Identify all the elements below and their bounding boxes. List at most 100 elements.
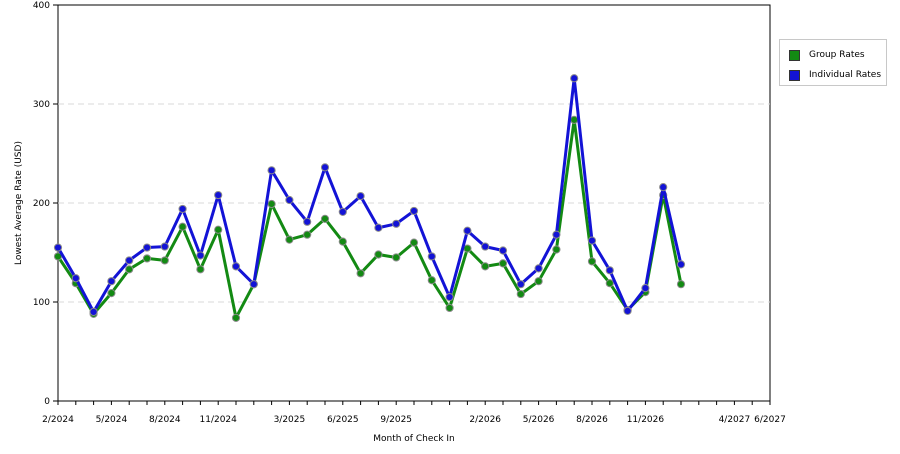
data-point-group-rates[interactable] bbox=[534, 277, 543, 286]
data-point-group-rates[interactable] bbox=[605, 279, 614, 288]
x-tick-label: 4/2027 bbox=[719, 415, 751, 425]
y-tick-label: 0 bbox=[44, 397, 50, 407]
data-point-group-rates[interactable] bbox=[374, 250, 383, 259]
data-point-group-rates[interactable] bbox=[427, 276, 436, 285]
legend-item-individual-rates: Individual Rates bbox=[789, 68, 881, 82]
y-axis-ticks: 0 100 200 300 400 bbox=[33, 1, 58, 407]
legend: Group Rates Individual Rates bbox=[779, 39, 887, 86]
data-point-group-rates[interactable] bbox=[320, 214, 330, 223]
data-point-individual-rates[interactable] bbox=[445, 292, 454, 302]
data-point-group-rates[interactable] bbox=[160, 256, 169, 265]
data-point-group-rates[interactable] bbox=[463, 244, 472, 253]
data-point-group-rates[interactable] bbox=[676, 280, 686, 289]
data-point-group-rates[interactable] bbox=[214, 225, 223, 234]
data-point-group-rates[interactable] bbox=[125, 265, 134, 274]
x-tick-label: 6/2025 bbox=[327, 415, 359, 425]
data-point-group-rates[interactable] bbox=[196, 265, 205, 274]
data-point-group-rates[interactable] bbox=[445, 303, 454, 313]
x-tick-label: 8/2024 bbox=[149, 415, 181, 425]
x-tick-label: 8/2026 bbox=[576, 415, 608, 425]
data-point-individual-rates[interactable] bbox=[498, 246, 508, 255]
series-individual-rates bbox=[53, 74, 686, 316]
data-point-individual-rates[interactable] bbox=[71, 274, 80, 283]
data-point-individual-rates[interactable] bbox=[356, 191, 365, 201]
x-tick-label: 11/2024 bbox=[200, 415, 238, 425]
data-point-group-rates[interactable] bbox=[303, 230, 312, 239]
data-point-individual-rates[interactable] bbox=[125, 256, 134, 265]
x-tick-label: 9/2025 bbox=[380, 415, 412, 425]
data-point-individual-rates[interactable] bbox=[53, 243, 63, 252]
x-tick-label: 5/2026 bbox=[523, 415, 555, 425]
data-point-individual-rates[interactable] bbox=[676, 260, 686, 269]
data-point-group-rates[interactable] bbox=[516, 289, 525, 299]
data-point-individual-rates[interactable] bbox=[178, 204, 187, 214]
data-point-group-rates[interactable] bbox=[587, 257, 597, 266]
gridlines bbox=[58, 103, 770, 303]
x-axis-title: Month of Check In bbox=[373, 434, 455, 444]
legend-swatch-individual-rates bbox=[789, 69, 800, 81]
data-point-individual-rates[interactable] bbox=[338, 207, 347, 217]
data-point-individual-rates[interactable] bbox=[89, 307, 98, 316]
data-point-group-rates[interactable] bbox=[178, 222, 187, 231]
data-point-group-rates[interactable] bbox=[570, 115, 579, 124]
data-point-individual-rates[interactable] bbox=[409, 206, 419, 216]
data-point-individual-rates[interactable] bbox=[534, 264, 543, 273]
data-point-individual-rates[interactable] bbox=[552, 230, 561, 239]
legend-label-group-rates: Group Rates bbox=[809, 50, 865, 60]
data-point-individual-rates[interactable] bbox=[641, 284, 650, 293]
data-point-individual-rates[interactable] bbox=[249, 280, 258, 289]
data-point-group-rates[interactable] bbox=[552, 245, 561, 254]
data-point-individual-rates[interactable] bbox=[427, 252, 436, 261]
data-point-individual-rates[interactable] bbox=[196, 251, 205, 260]
data-point-individual-rates[interactable] bbox=[320, 163, 330, 172]
data-point-individual-rates[interactable] bbox=[285, 195, 294, 205]
data-point-individual-rates[interactable] bbox=[587, 236, 597, 245]
data-point-individual-rates[interactable] bbox=[374, 223, 383, 232]
y-tick-label: 200 bbox=[33, 199, 50, 209]
legend-swatch-group-rates bbox=[789, 49, 800, 61]
series-layer bbox=[53, 74, 686, 322]
data-point-group-rates[interactable] bbox=[409, 238, 419, 247]
legend-label-individual-rates: Individual Rates bbox=[809, 70, 882, 80]
data-point-group-rates[interactable] bbox=[356, 269, 365, 278]
data-point-individual-rates[interactable] bbox=[623, 306, 632, 316]
data-point-individual-rates[interactable] bbox=[160, 242, 169, 251]
series-group-rates bbox=[53, 115, 686, 322]
x-axis-ticks: 2/2024 5/2024 8/2024 11/2024 3/2025 6/2025 9/2… bbox=[42, 401, 786, 425]
data-point-individual-rates[interactable] bbox=[605, 266, 614, 275]
data-point-individual-rates[interactable] bbox=[481, 242, 490, 251]
x-tick-label: 2/2026 bbox=[469, 415, 501, 425]
data-point-individual-rates[interactable] bbox=[570, 74, 579, 83]
x-tick-label: 3/2025 bbox=[274, 415, 306, 425]
x-tick-label: 2/2024 bbox=[42, 415, 74, 425]
y-axis-title: Lowest Average Rate (USD) bbox=[14, 141, 24, 265]
data-point-individual-rates[interactable] bbox=[214, 190, 223, 200]
data-point-group-rates[interactable] bbox=[107, 288, 116, 298]
y-tick-label: 300 bbox=[33, 100, 50, 110]
data-point-individual-rates[interactable] bbox=[142, 243, 152, 252]
data-point-individual-rates[interactable] bbox=[267, 166, 276, 175]
data-point-group-rates[interactable] bbox=[267, 199, 276, 209]
data-point-individual-rates[interactable] bbox=[107, 277, 116, 286]
x-tick-label: 11/2026 bbox=[627, 415, 665, 425]
legend-item-group-rates: Group Rates bbox=[789, 48, 865, 62]
x-tick-label: 5/2024 bbox=[96, 415, 128, 425]
data-point-group-rates[interactable] bbox=[392, 253, 401, 262]
data-point-individual-rates[interactable] bbox=[392, 219, 401, 228]
data-point-group-rates[interactable] bbox=[481, 262, 490, 271]
data-point-individual-rates[interactable] bbox=[303, 217, 312, 226]
data-point-group-rates[interactable] bbox=[498, 259, 508, 268]
y-tick-label: 400 bbox=[33, 1, 50, 11]
data-point-individual-rates[interactable] bbox=[516, 280, 525, 289]
data-point-individual-rates[interactable] bbox=[463, 226, 472, 235]
data-point-group-rates[interactable] bbox=[231, 313, 241, 322]
data-point-individual-rates[interactable] bbox=[231, 262, 241, 271]
data-point-individual-rates[interactable] bbox=[659, 183, 668, 192]
data-point-group-rates[interactable] bbox=[142, 254, 152, 263]
y-tick-label: 100 bbox=[33, 298, 50, 308]
data-point-group-rates[interactable] bbox=[338, 237, 347, 246]
x-tick-label: 6/2027 bbox=[754, 415, 786, 425]
data-point-group-rates[interactable] bbox=[285, 235, 294, 244]
